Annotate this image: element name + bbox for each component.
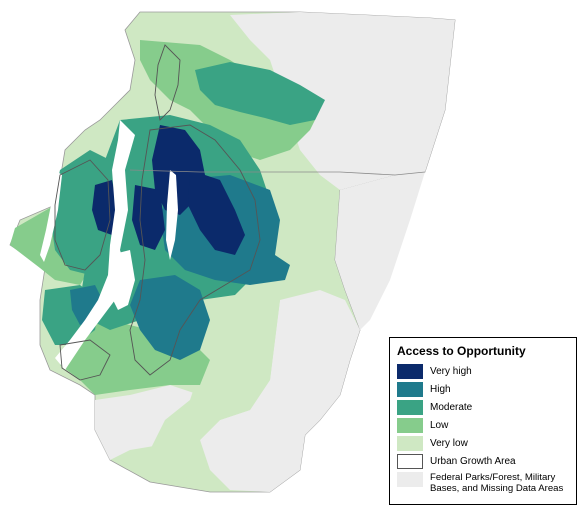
swatch-very-low — [397, 436, 423, 451]
legend-label: Very high — [430, 366, 472, 377]
legend-item-federal-missing: Federal Parks/Forest, Military Bases, an… — [397, 472, 568, 494]
moderate-zone-north — [195, 62, 325, 125]
legend-label: Moderate — [430, 402, 473, 413]
county-boundary-line — [129, 169, 426, 176]
swatch-low — [397, 418, 423, 433]
uga-outline-kitsap — [54, 159, 111, 271]
legend-label: Very low — [430, 438, 468, 449]
puget-sound-water — [55, 120, 135, 370]
legend-label: Federal Parks/Forest, Military Bases, an… — [430, 472, 564, 494]
swatch-federal-missing — [397, 472, 423, 487]
uga-outline-king — [129, 124, 261, 376]
uga-outline-south — [59, 339, 111, 381]
vashon-island-water — [108, 250, 135, 310]
swatch-very-high — [397, 364, 423, 379]
federal-area-east — [335, 172, 425, 330]
legend-item-moderate: Moderate — [397, 400, 568, 415]
legend-label: Urban Growth Area — [430, 456, 516, 467]
swatch-high — [397, 382, 423, 397]
federal-area-northeast — [230, 12, 455, 190]
urban-growth-outlines — [54, 44, 261, 381]
legend-label: Low — [430, 420, 449, 431]
high-zone-south-center — [130, 275, 210, 360]
legend-item-urban-growth-area: Urban Growth Area — [397, 454, 568, 469]
swatch-urban-growth-area — [397, 454, 423, 469]
uga-outline-north — [154, 44, 181, 121]
legend-item-very-high: Very high — [397, 364, 568, 379]
very-high-zone-eastside — [188, 170, 245, 255]
very-high-zone-seattle-south — [132, 185, 165, 250]
very-high-zone-bainbridge — [92, 180, 118, 235]
moderate-zone-kitsap — [50, 150, 110, 275]
hood-canal-water — [40, 170, 62, 262]
legend-item-high: High — [397, 382, 568, 397]
federal-area-southeast — [200, 290, 360, 492]
legend-item-very-low: Very low — [397, 436, 568, 451]
legend-title: Access to Opportunity — [397, 344, 526, 358]
legend-label: High — [430, 384, 451, 395]
lake-washington-water — [166, 170, 178, 260]
legend-item-low: Low — [397, 418, 568, 433]
map-legend: Access to Opportunity Very high High Mod… — [389, 337, 577, 505]
swatch-moderate — [397, 400, 423, 415]
very-low-east-band — [150, 300, 280, 480]
